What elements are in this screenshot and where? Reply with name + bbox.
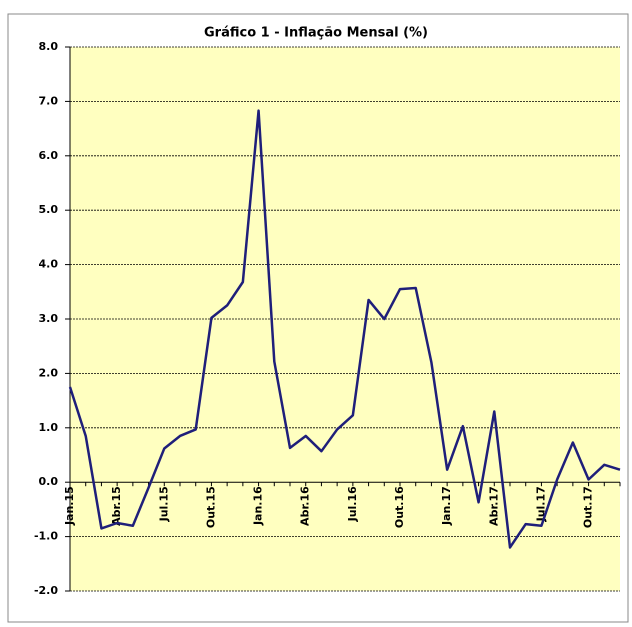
y-tick-label: 0.0 (39, 475, 59, 488)
y-tick-label: 2.0 (39, 366, 59, 379)
x-tick-label: Abr.15 (110, 486, 123, 526)
series-line (68, 109, 621, 549)
x-tick-label: Out.16 (393, 486, 406, 528)
y-tick-label: 3.0 (39, 312, 59, 325)
x-tick-label: Out.15 (204, 486, 217, 528)
x-tick-label: Jan.17 (440, 486, 453, 526)
x-tick-label: Jul.17 (534, 486, 547, 522)
y-tick-label: 1.0 (39, 421, 59, 434)
x-tick-label: Jul.16 (346, 486, 359, 523)
x-tick-label: Jul.15 (157, 486, 170, 522)
x-tick-label: Abr.17 (487, 486, 500, 526)
y-tick-label: 7.0 (39, 94, 59, 107)
y-tick-label: 4.0 (39, 258, 59, 271)
chart-title: Gráfico 1 - Inflação Mensal (%) (204, 26, 428, 41)
x-tick-label: Jan.16 (252, 486, 265, 526)
x-tick-label: Abr.16 (299, 486, 312, 526)
y-tick-label: -1.0 (34, 530, 58, 543)
y-tick-label: 5.0 (39, 203, 59, 216)
y-tick-label: 6.0 (39, 149, 59, 162)
x-tick-label: Out.17 (582, 486, 595, 528)
y-tick-label: 8.0 (39, 40, 59, 53)
x-tick-label: Jan.15 (63, 486, 76, 526)
y-tick-label: -2.0 (34, 584, 58, 597)
